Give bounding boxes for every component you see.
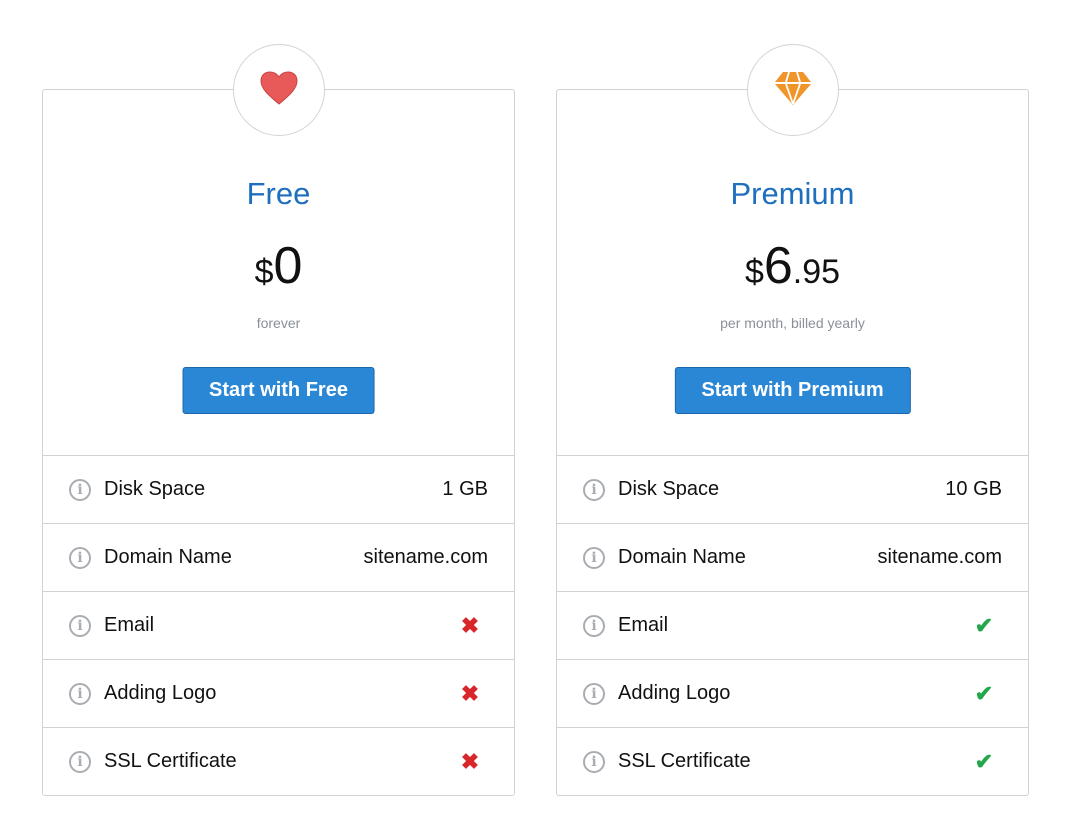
feature-row: i Domain Name sitename.com [557, 523, 1028, 591]
info-icon[interactable]: i [583, 478, 605, 501]
plan-title: Premium [730, 176, 855, 211]
pricing-card-free: Free $0 forever Start with Free i Disk Sp… [42, 44, 515, 796]
feature-row: i Domain Name sitename.com [43, 523, 514, 591]
plan-badge [746, 44, 839, 136]
feature-list: i Disk Space 10 GB i Domain Name sitename.com… [557, 455, 1028, 795]
price-amount: 0 [273, 237, 303, 295]
info-icon[interactable]: i [69, 614, 91, 637]
info-icon[interactable]: i [69, 478, 91, 501]
cross-icon: ✖ [460, 612, 480, 638]
check-icon: ✔ [974, 680, 994, 706]
feature-label: Email [618, 614, 669, 636]
heart-icon [259, 70, 299, 111]
start-plan-button[interactable]: Start with Premium [674, 367, 911, 414]
price-currency: $ [744, 253, 764, 291]
feature-row: i SSL Certificate ✔ [557, 727, 1028, 795]
feature-row: i Email ✔ [557, 591, 1028, 659]
check-icon: ✔ [974, 748, 994, 774]
feature-label: Disk Space [104, 478, 206, 500]
plan-title: Free [246, 176, 311, 211]
cross-icon: ✖ [460, 748, 480, 774]
feature-list: i Disk Space 1 GB i Domain Name sitename.com i… [43, 455, 514, 795]
price-amount: 6 [763, 237, 793, 295]
info-icon[interactable]: i [69, 682, 91, 705]
plan-period: forever [256, 315, 301, 331]
check-icon: ✔ [974, 612, 994, 638]
feature-label: SSL Certificate [618, 750, 751, 772]
feature-label: Domain Name [104, 546, 232, 568]
start-plan-button[interactable]: Start with Free [182, 367, 375, 414]
feature-label: Email [104, 614, 155, 636]
diamond-icon [773, 70, 813, 111]
info-icon[interactable]: i [69, 750, 91, 773]
plan-badge [232, 44, 325, 136]
feature-row: i Email ✖ [43, 591, 514, 659]
info-icon[interactable]: i [583, 614, 605, 637]
feature-label: Domain Name [618, 546, 746, 568]
pricing-card-premium: Premium $6.95 per month, billed yearly S… [556, 44, 1029, 796]
plan-price: $6.95 [557, 236, 1028, 296]
plan-period: per month, billed yearly [720, 315, 865, 331]
price-cents: .95 [792, 253, 841, 291]
plan-price: $0 [43, 236, 514, 296]
info-icon[interactable]: i [583, 682, 605, 705]
info-icon[interactable]: i [583, 750, 605, 773]
feature-value: sitename.com [877, 546, 1003, 568]
feature-row: i Adding Logo ✔ [557, 659, 1028, 727]
info-icon[interactable]: i [583, 546, 605, 569]
feature-row: i Adding Logo ✖ [43, 659, 514, 727]
feature-label: SSL Certificate [104, 750, 237, 772]
feature-label: Adding Logo [618, 682, 731, 704]
feature-row: i SSL Certificate ✖ [43, 727, 514, 795]
feature-label: Disk Space [618, 478, 720, 500]
price-currency: $ [254, 253, 274, 291]
feature-row: i Disk Space 10 GB [557, 455, 1028, 523]
info-icon[interactable]: i [69, 546, 91, 569]
feature-value: 1 GB [442, 478, 488, 500]
feature-label: Adding Logo [104, 682, 217, 704]
feature-value: 10 GB [945, 478, 1002, 500]
cross-icon: ✖ [460, 680, 480, 706]
feature-row: i Disk Space 1 GB [43, 455, 514, 523]
feature-value: sitename.com [363, 546, 489, 568]
